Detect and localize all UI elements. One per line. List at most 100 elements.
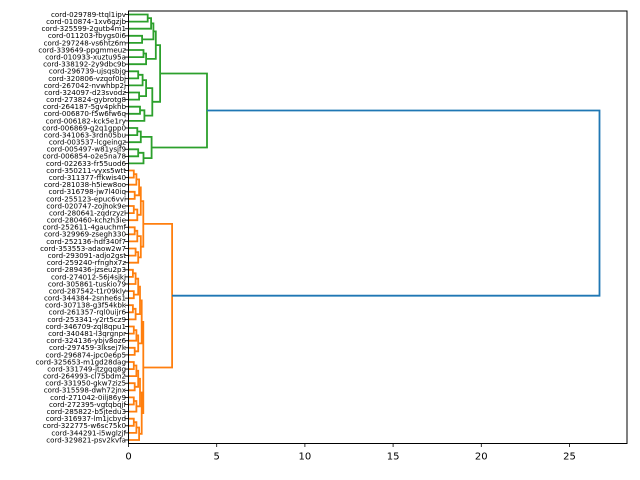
leaf-label: cord-320806-vzqof0bj [48,74,126,83]
leaf-label: cord-280460-kchzh3ie [47,216,126,225]
dendrogram-link-orange [143,223,173,369]
leaf-label: cord-006182-kck5e1ry [46,116,126,125]
leaf-label: cord-339649-ppgmmeuz [38,45,126,54]
dendrogram-link-orange [128,229,139,243]
dendrogram-link-orange [128,364,138,377]
dendrogram-link-blue [172,109,601,297]
leaf-label: cord-338192-2y9dbc9b [43,60,126,69]
axes-spines [128,10,628,444]
dendrogram-link-orange [128,205,135,214]
dendrogram-link-orange [128,247,137,257]
leaf-label: cord-252611-4gauchmf [43,223,127,232]
dendrogram-link-orange [128,251,140,264]
dendrogram-link-orange [128,396,135,406]
leaf-label: cord-341063-3rdn05bu [44,130,126,139]
dendrogram-link-orange [128,226,136,236]
dendrogram-link-orange [128,169,135,179]
leaf-label: cord-315598-dwh72jnx [44,386,126,395]
leaf-label: cord-011203-fbygs0i6 [48,31,127,40]
leaf-label: cord-331749-jtzgqq8g [47,364,126,373]
dendrogram-link-green [140,136,153,159]
dendrogram-link-orange [128,329,138,342]
leaf-label: cord-253341-y2rt5cz9 [47,315,126,324]
leaf-label: cord-305861-tuskio79 [48,279,127,288]
leaf-label: cord-003537-lcgeingz [49,138,126,147]
dendrogram-links [128,13,601,441]
dendrogram-link-orange [128,268,134,278]
leaf-label: cord-353553-adaow2w7 [40,244,126,253]
leaf-label: cord-316937-lm1jcbyd [46,414,126,423]
leaf-label: cord-340481-l3qrgnpr [48,329,126,338]
leaf-label: cord-264187-5gv4pkhb [43,102,127,111]
leaf-label: cord-287542-t1r09kly [49,286,126,295]
leaf-label: cord-010933-xuztu95a [45,52,126,61]
x-tick-label: 15 [387,452,400,463]
x-tick-label: 0 [125,452,131,463]
dendrogram-link-green [128,49,145,58]
dendrogram-link-green [128,34,143,44]
dendrogram-link-orange [128,361,135,370]
leaf-label: cord-350211-vyxs5wtt [46,166,126,175]
leaf-label: cord-022633-fr55uod6 [46,159,127,168]
dendrogram-link-green [128,151,145,165]
x-tick-label: 25 [563,452,576,463]
x-tick-label: 10 [299,452,312,463]
leaf-label: cord-344291-i5wglzjf [51,428,126,437]
leaf-label: cord-280641-zqdrzyzl [49,208,126,217]
leaf-label: cord-324136-ybjv8oz6 [46,336,126,345]
leaf-label: cord-296874-jpc0e6p5 [45,350,126,359]
leaf-label: cord-271042-0ilj86y9 [50,393,126,402]
leaf-label: cord-006870-f5w6fw6q [44,109,126,118]
dendrogram-link-orange [128,325,135,335]
leaf-label: cord-274012-56j4sjkj [51,272,126,281]
dendrogram-link-orange [128,290,135,300]
leaf-label: cord-272395-vgtqbqjf [49,400,127,409]
leaf-label: cord-252136-hdf340f7 [46,237,126,246]
leaf-label: cord-006854-o2e5na78 [43,152,127,161]
dendrogram-link-green [128,70,140,80]
dendrogram-link-orange [128,304,134,314]
dendrogram-link-green [128,127,139,136]
leaf-label: cord-259240-rfnghx7z [47,258,126,267]
dendrogram-link-orange [128,421,138,434]
leaf-label: cord-325653-m1gd28dag [35,357,126,366]
leaf-label: cord-322775-w6sc75k0 [43,421,127,430]
dendrogram-link-orange [128,190,136,200]
y-axis-leaf-labels: cord-029789-ttql1ipvcord-010874-1xv6gzjb… [35,10,126,444]
dendrogram-link-green [128,91,140,101]
dendrogram-link-green [128,148,140,158]
x-tick-label: 20 [475,452,488,463]
leaf-label: cord-293091-adjo2gst [48,251,127,260]
leaf-label: cord-331950-gkw7ziz5 [45,379,126,388]
dendrogram-link-orange [128,417,135,427]
leaf-label: cord-005497-w81ysjf9 [47,145,127,154]
dendrogram-link-green [128,130,142,144]
leaf-label: cord-285822-b5jtedu3 [47,407,126,416]
leaf-label: cord-296739-ujsqsbjg [49,67,126,76]
dendrogram-link-orange [128,400,138,413]
leaf-label: cord-325599-2gutb4m1 [42,24,126,33]
leaf-label: cord-297459-3lksej7k [49,343,127,352]
leaf-label: cord-316798-jw7l40iq [49,187,127,196]
leaf-label: cord-307138-g3f54kbk [45,301,127,310]
dendrogram-link-green [128,13,149,23]
dendrogram-link-orange [128,346,136,356]
leaf-label: cord-289436-jzseu2p3 [46,265,126,274]
dendrogram-link-green [128,73,144,87]
dendrogram-link-green [128,109,146,122]
leaf-label: cord-344384-2snhe6s1 [44,294,126,303]
leaf-label: cord-324097-d23svodz [44,88,126,97]
leaf-label: cord-010874-1xv6gzjb [46,17,126,26]
leaf-label: cord-329969-zsegh330 [44,230,127,239]
x-tick-label: 5 [214,452,220,463]
leaf-label: cord-006869-g2q1gpp0 [42,123,126,132]
leaf-label: cord-346709-zql8qpu1 [46,322,126,331]
leaf-label: cord-273824-gybrotg8 [46,95,126,104]
leaf-label: cord-281038-h5iew8oo [44,180,126,189]
dendrogram-link-green [128,105,141,115]
leaf-label: cord-255123-epuc6vvi [46,194,126,203]
x-axis-ticks: 0 5 10 15 20 25 [125,443,576,463]
leaf-label: cord-264993-cl75bdm2 [43,372,126,381]
leaf-label: cord-311377-ffkwis40 [49,173,127,182]
